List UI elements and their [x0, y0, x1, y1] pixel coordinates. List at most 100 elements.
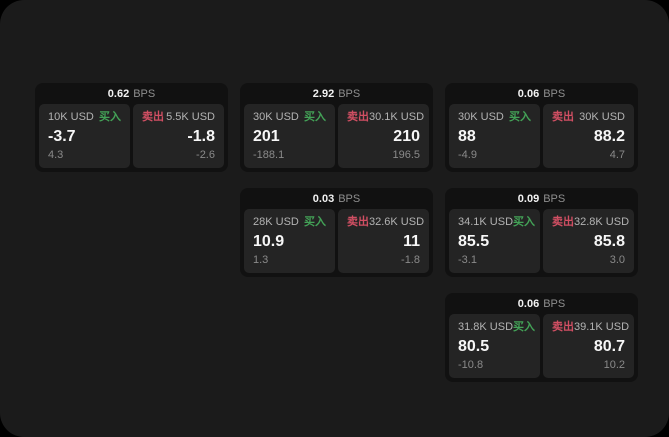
sell-side-label: 卖出: [552, 216, 574, 228]
buy-amount-label: 34.1K USD: [458, 216, 514, 228]
card-header: 2.92 BPS: [240, 83, 433, 104]
buy-price: 80.5: [458, 337, 490, 355]
sell-side-label: 卖出: [347, 111, 369, 123]
sell-amount-label: 30K USD: [579, 111, 625, 123]
buy-side-label: 买入: [99, 111, 121, 123]
card-body: 31.8K USD 买入 80.5 -10.8 卖出 39.1K USD 80.…: [445, 314, 638, 382]
buy-amount-label: 30K USD: [458, 111, 504, 123]
bps-unit-label: BPS: [133, 87, 156, 100]
buy-change: 4.3: [48, 149, 64, 161]
sell-amount-label: 32.6K USD: [369, 216, 425, 228]
quote-card: 0.03 BPS 28K USD 买入 10.9 1.3 卖出 32.6K US…: [240, 188, 433, 277]
buy-amount-label: 10K USD: [48, 111, 94, 123]
sell-price: 210: [393, 127, 420, 145]
sell-panel[interactable]: 卖出 30.1K USD 210 196.5: [338, 104, 429, 168]
card-body: 30K USD 买入 201 -188.1 卖出 30.1K USD 210 1…: [240, 104, 433, 172]
card-header: 0.06 BPS: [445, 83, 638, 104]
buy-label-row: 34.1K USD 买入: [458, 216, 535, 229]
buy-label-row: 28K USD 买入: [253, 216, 326, 229]
bps-value: 0.09: [517, 192, 540, 205]
buy-price: 88: [458, 127, 476, 145]
buy-panel[interactable]: 10K USD 买入 -3.7 4.3: [39, 104, 130, 168]
card-body: 10K USD 买入 -3.7 4.3 卖出 5.5K USD -1.8 -2.…: [35, 104, 228, 172]
sell-side-label: 卖出: [347, 216, 369, 228]
sell-side-label: 卖出: [552, 111, 574, 123]
buy-label-row: 31.8K USD 买入: [458, 321, 535, 334]
sell-price: -1.8: [187, 127, 215, 145]
buy-label-row: 10K USD 买入: [48, 111, 121, 124]
card-header: 0.06 BPS: [445, 293, 638, 314]
buy-side-label: 买入: [304, 111, 326, 123]
sell-panel[interactable]: 卖出 32.8K USD 85.8 3.0: [543, 209, 634, 273]
sell-price: 88.2: [593, 127, 625, 145]
buy-change: -4.9: [458, 149, 477, 161]
card-body: 28K USD 买入 10.9 1.3 卖出 32.6K USD 11 -1.8: [240, 209, 433, 277]
buy-price: 201: [253, 127, 280, 145]
sell-label-row: 卖出 30.1K USD: [347, 111, 424, 124]
buy-change: 1.3: [253, 254, 269, 266]
sell-panel[interactable]: 卖出 32.6K USD 11 -1.8: [338, 209, 429, 273]
sell-change: 10.2: [603, 359, 625, 371]
buy-price: 85.5: [458, 232, 490, 250]
buy-panel[interactable]: 34.1K USD 买入 85.5 -3.1: [449, 209, 540, 273]
card-header: 0.09 BPS: [445, 188, 638, 209]
sell-price: 11: [403, 232, 420, 250]
bps-value: 0.06: [517, 297, 540, 310]
buy-price: -3.7: [48, 127, 76, 145]
bps-unit-label: BPS: [338, 87, 361, 100]
buy-amount-label: 30K USD: [253, 111, 299, 123]
sell-label-row: 卖出 30K USD: [552, 111, 625, 124]
buy-label-row: 30K USD 买入: [253, 111, 326, 124]
quote-card: 2.92 BPS 30K USD 买入 201 -188.1 卖出 30.1K …: [240, 83, 433, 172]
sell-panel[interactable]: 卖出 39.1K USD 80.7 10.2: [543, 314, 634, 378]
quote-card: 0.06 BPS 30K USD 买入 88 -4.9 卖出 30K USD 8…: [445, 83, 638, 172]
sell-price: 80.7: [593, 337, 625, 355]
sell-side-label: 卖出: [142, 111, 164, 123]
quote-card: 0.62 BPS 10K USD 买入 -3.7 4.3 卖出 5.5K USD…: [35, 83, 228, 172]
bps-unit-label: BPS: [543, 87, 566, 100]
bps-unit-label: BPS: [543, 192, 566, 205]
card-body: 34.1K USD 买入 85.5 -3.1 卖出 32.8K USD 85.8…: [445, 209, 638, 277]
bps-unit-label: BPS: [338, 192, 361, 205]
buy-price: 10.9: [253, 232, 285, 250]
buy-change: -3.1: [458, 254, 477, 266]
sell-amount-label: 30.1K USD: [369, 111, 425, 123]
sell-amount-label: 32.8K USD: [574, 216, 630, 228]
bps-unit-label: BPS: [543, 297, 566, 310]
buy-panel[interactable]: 31.8K USD 买入 80.5 -10.8: [449, 314, 540, 378]
buy-change: -10.8: [458, 359, 484, 371]
buy-panel[interactable]: 30K USD 买入 88 -4.9: [449, 104, 540, 168]
buy-side-label: 买入: [304, 216, 326, 228]
bps-value: 2.92: [312, 87, 335, 100]
sell-price: 85.8: [593, 232, 625, 250]
buy-amount-label: 28K USD: [253, 216, 299, 228]
sell-side-label: 卖出: [552, 321, 574, 333]
sell-amount-label: 39.1K USD: [574, 321, 630, 333]
sell-label-row: 卖出 32.8K USD: [552, 216, 629, 229]
sell-change: -2.6: [196, 149, 215, 161]
card-header: 0.03 BPS: [240, 188, 433, 209]
quote-card: 0.09 BPS 34.1K USD 买入 85.5 -3.1 卖出 32.8K…: [445, 188, 638, 277]
sell-change: 196.5: [392, 149, 420, 161]
bps-value: 0.62: [107, 87, 130, 100]
buy-panel[interactable]: 30K USD 买入 201 -188.1: [244, 104, 335, 168]
buy-panel[interactable]: 28K USD 买入 10.9 1.3: [244, 209, 335, 273]
sell-panel[interactable]: 卖出 5.5K USD -1.8 -2.6: [133, 104, 224, 168]
buy-side-label: 买入: [509, 111, 531, 123]
bps-value: 0.06: [517, 87, 540, 100]
buy-change: -188.1: [253, 149, 285, 161]
buy-amount-label: 31.8K USD: [458, 321, 514, 333]
bps-value: 0.03: [312, 192, 335, 205]
sell-change: 4.7: [609, 149, 625, 161]
sell-label-row: 卖出 5.5K USD: [142, 111, 215, 124]
sell-panel[interactable]: 卖出 30K USD 88.2 4.7: [543, 104, 634, 168]
buy-side-label: 买入: [513, 321, 536, 333]
quote-card: 0.06 BPS 31.8K USD 买入 80.5 -10.8 卖出 39.1…: [445, 293, 638, 382]
sell-amount-label: 5.5K USD: [166, 111, 215, 123]
quotes-grid: 0.62 BPS 10K USD 买入 -3.7 4.3 卖出 5.5K USD…: [35, 83, 638, 382]
buy-label-row: 30K USD 买入: [458, 111, 531, 124]
sell-label-row: 卖出 39.1K USD: [552, 321, 629, 334]
sell-change: -1.8: [401, 254, 420, 266]
